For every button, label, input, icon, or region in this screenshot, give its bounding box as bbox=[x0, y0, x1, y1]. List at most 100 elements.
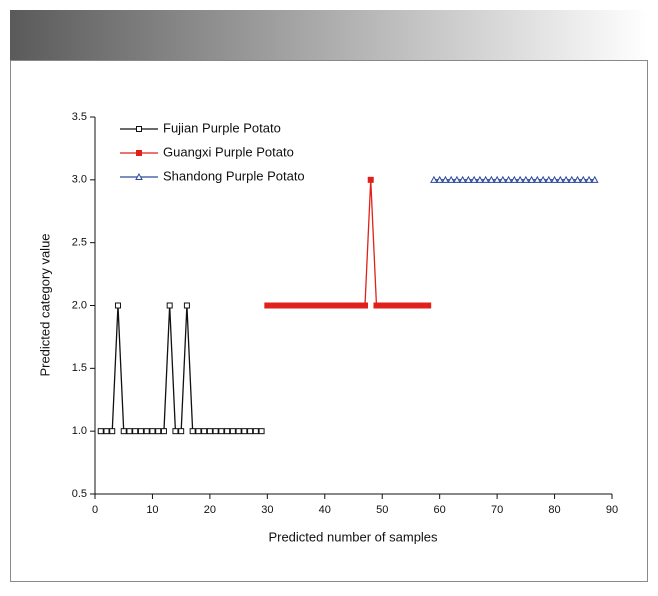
data-point bbox=[229, 428, 236, 435]
data-point bbox=[521, 175, 530, 183]
x-tick-label: 20 bbox=[204, 504, 216, 516]
x-tick-label: 0 bbox=[92, 504, 98, 516]
data-point bbox=[384, 302, 391, 309]
data-point bbox=[275, 302, 282, 309]
data-point bbox=[550, 175, 559, 183]
data-point bbox=[316, 302, 323, 309]
data-point bbox=[579, 175, 588, 183]
data-point bbox=[189, 428, 196, 435]
y-tick-label: 1.0 bbox=[72, 425, 87, 437]
legend-label: Guangxi Purple Potato bbox=[163, 144, 294, 159]
data-point bbox=[373, 302, 380, 309]
data-point bbox=[585, 175, 593, 183]
data-point bbox=[235, 428, 242, 435]
y-tick-label: 3.5 bbox=[72, 111, 87, 123]
series-line bbox=[267, 179, 429, 307]
data-point bbox=[510, 175, 519, 183]
data-point bbox=[481, 175, 490, 183]
x-tick-label: 80 bbox=[548, 504, 560, 516]
data-point bbox=[327, 302, 334, 309]
data-point bbox=[258, 428, 265, 435]
frame bbox=[10, 60, 648, 582]
data-point bbox=[350, 302, 357, 309]
data-point bbox=[298, 302, 305, 309]
data-point bbox=[379, 302, 386, 309]
data-point bbox=[287, 302, 294, 309]
data-point bbox=[493, 175, 501, 183]
data-point bbox=[252, 428, 259, 435]
series-line bbox=[100, 305, 262, 432]
data-point bbox=[435, 175, 444, 183]
data-point bbox=[109, 428, 116, 435]
data-point bbox=[172, 428, 179, 435]
legend-marker bbox=[135, 172, 143, 180]
data-point bbox=[413, 302, 420, 309]
data-point bbox=[407, 302, 414, 309]
data-point bbox=[356, 302, 363, 309]
data-point bbox=[544, 175, 553, 183]
data-point bbox=[533, 175, 542, 183]
x-tick-label: 10 bbox=[146, 504, 158, 516]
data-point bbox=[310, 302, 317, 309]
data-point bbox=[160, 428, 167, 435]
y-tick-label: 2.0 bbox=[72, 299, 87, 311]
data-point bbox=[321, 302, 328, 309]
data-point bbox=[247, 428, 254, 435]
data-point bbox=[281, 302, 288, 309]
data-point bbox=[527, 175, 536, 183]
data-point bbox=[126, 428, 133, 435]
data-point bbox=[178, 428, 185, 435]
x-tick-label: 90 bbox=[606, 504, 618, 516]
data-point bbox=[499, 175, 507, 183]
data-point bbox=[562, 175, 570, 183]
data-point bbox=[361, 302, 368, 309]
data-point bbox=[367, 176, 374, 183]
data-point bbox=[567, 175, 576, 183]
data-point bbox=[149, 428, 156, 435]
data-point bbox=[293, 302, 300, 309]
data-point bbox=[103, 428, 110, 435]
data-point bbox=[516, 175, 524, 183]
data-point bbox=[218, 428, 225, 435]
data-point bbox=[556, 175, 565, 183]
y-tick-label: 3.0 bbox=[72, 174, 87, 186]
data-point bbox=[453, 175, 461, 183]
y-tick-label: 1.5 bbox=[72, 362, 87, 374]
y-axis-label: Predicted category value bbox=[37, 233, 52, 376]
data-point bbox=[430, 175, 438, 183]
data-point bbox=[476, 175, 484, 183]
data-point bbox=[264, 302, 271, 309]
data-point bbox=[425, 302, 432, 309]
legend-marker bbox=[136, 150, 142, 156]
data-point bbox=[390, 302, 397, 309]
data-point bbox=[206, 428, 213, 435]
legend-marker bbox=[136, 126, 142, 132]
data-point bbox=[339, 302, 346, 309]
data-point bbox=[419, 302, 426, 309]
y-tick-label: 0.5 bbox=[72, 488, 87, 500]
data-point bbox=[120, 428, 127, 435]
header-bar bbox=[10, 10, 648, 60]
data-point bbox=[201, 428, 208, 435]
x-tick-label: 60 bbox=[434, 504, 446, 516]
data-point bbox=[304, 302, 311, 309]
data-point bbox=[344, 302, 351, 309]
data-point bbox=[155, 428, 162, 435]
data-point bbox=[166, 302, 173, 309]
data-point bbox=[132, 428, 139, 435]
x-tick-label: 40 bbox=[319, 504, 331, 516]
legend-label: Fujian Purple Potato bbox=[163, 120, 281, 135]
data-point bbox=[241, 428, 248, 435]
x-tick-label: 50 bbox=[376, 504, 388, 516]
data-point bbox=[470, 175, 478, 183]
x-tick-label: 30 bbox=[261, 504, 273, 516]
data-point bbox=[212, 428, 219, 435]
legend-label: Shandong Purple Potato bbox=[163, 168, 305, 183]
data-point bbox=[573, 175, 582, 183]
data-point bbox=[224, 428, 231, 435]
data-point bbox=[143, 428, 150, 435]
data-point bbox=[183, 302, 190, 309]
data-point bbox=[137, 428, 144, 435]
data-point bbox=[195, 428, 202, 435]
